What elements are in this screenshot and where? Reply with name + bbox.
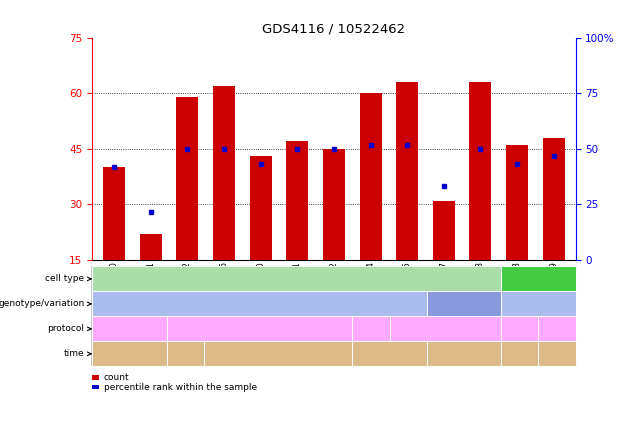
Text: cell type: cell type: [45, 274, 91, 283]
Bar: [506, 145, 528, 260]
Text: untreate
d: untreate d: [503, 319, 536, 338]
Text: untreated: untreated: [111, 324, 148, 333]
Bar: [140, 234, 162, 260]
Bar: [323, 149, 345, 260]
Text: genotype/variation: genotype/variation: [0, 299, 91, 309]
Text: 48 hr: 48 hr: [454, 349, 474, 358]
Text: pancreatic islets: pancreatic islets: [265, 274, 328, 283]
Bar: [543, 138, 565, 260]
Bar: [359, 93, 382, 260]
Text: RAG1-/-: RAG1-/-: [524, 299, 553, 309]
Bar: [103, 167, 125, 260]
Title: GDS4116 / 10522462: GDS4116 / 10522462: [262, 22, 406, 35]
Text: contro
l: contro l: [508, 344, 532, 364]
Text: 24 hr: 24 hr: [175, 349, 195, 358]
Text: B6.g7/
splenocy
tes
transfer: B6.g7/ splenocy tes transfer: [354, 309, 388, 349]
Text: INFGR-/-: INFGR-/-: [448, 299, 480, 309]
Text: purified beta
cells: purified beta cells: [514, 269, 563, 289]
Bar: [250, 156, 272, 260]
Text: time: time: [64, 349, 91, 358]
Text: 24 hr: 24 hr: [547, 349, 567, 358]
Bar: [176, 97, 198, 260]
Text: control: control: [116, 349, 142, 358]
Text: diabeto
genic
BDC T
cell trans: diabeto genic BDC T cell trans: [539, 309, 575, 349]
Bar: [213, 86, 235, 260]
Text: diabetogenic BDC T cell
transfer: diabetogenic BDC T cell transfer: [400, 319, 491, 338]
Bar: [286, 141, 308, 260]
Bar: [432, 201, 455, 260]
Text: RAG1-/-: RAG1-/-: [245, 299, 274, 309]
Text: percentile rank within the sample: percentile rank within the sample: [104, 383, 257, 392]
Text: protocol: protocol: [48, 324, 91, 333]
Bar: [396, 82, 418, 260]
Text: count: count: [104, 373, 129, 382]
Text: 48 hr: 48 hr: [268, 349, 288, 358]
Bar: [469, 82, 492, 260]
Text: diabetogenic BDC T cell
transfer: diabetogenic BDC T cell transfer: [214, 319, 305, 338]
Text: 24 hr: 24 hr: [380, 349, 400, 358]
